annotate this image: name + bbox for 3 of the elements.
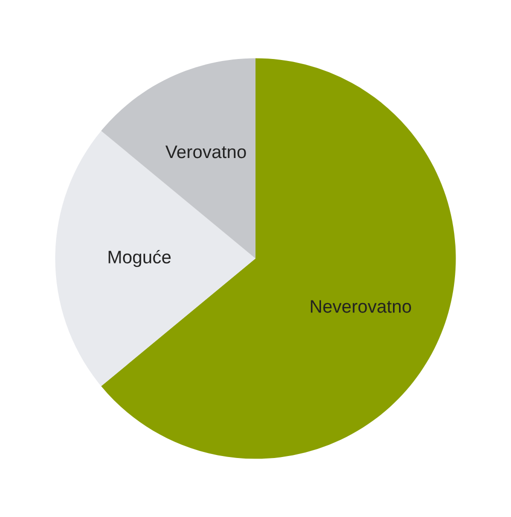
slice-label: Neverovatno xyxy=(310,300,412,313)
slice-label: Moguće xyxy=(108,250,171,268)
slice-label: Verovatno xyxy=(165,146,246,158)
